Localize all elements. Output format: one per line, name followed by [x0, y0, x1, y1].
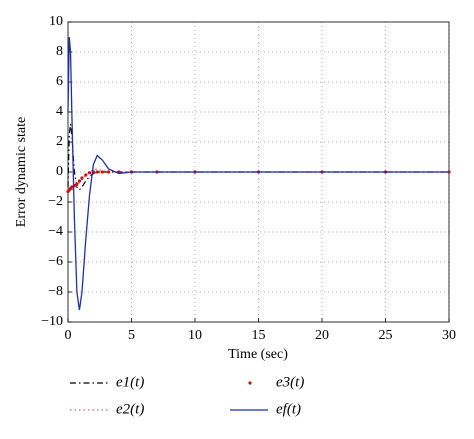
- x-tick-label: 30: [442, 328, 456, 343]
- data-point: [84, 173, 88, 177]
- data-line: [67, 123, 449, 191]
- y-tick-label: −4: [48, 224, 63, 239]
- data-point: [107, 170, 111, 174]
- x-tick-label: 20: [315, 328, 329, 343]
- data-point: [75, 182, 79, 186]
- x-tick-label: 15: [252, 328, 266, 343]
- legend-label: e3(t): [276, 374, 304, 390]
- y-tick-label: 8: [56, 44, 63, 59]
- data-line: [67, 36, 449, 311]
- legend-label: e1(t): [116, 374, 144, 390]
- x-tick-label: 25: [379, 328, 393, 343]
- y-axis-label: Error dynamic state: [14, 117, 29, 227]
- x-tick-label: 5: [128, 328, 135, 343]
- x-tick-label: 10: [188, 328, 202, 343]
- legend-label: e2(t): [116, 401, 144, 417]
- y-tick-label: 0: [56, 164, 63, 179]
- data-point: [80, 176, 84, 180]
- x-axis-label: Time (sec): [228, 347, 288, 362]
- data-point: [100, 170, 104, 174]
- data-point: [70, 185, 74, 189]
- y-tick-label: 4: [56, 104, 63, 119]
- y-tick-label: −6: [48, 254, 63, 269]
- data-point: [77, 179, 82, 183]
- y-tick-label: 2: [56, 134, 63, 149]
- x-tick-label: 0: [65, 328, 72, 343]
- y-tick-label: −2: [48, 194, 63, 209]
- y-tick-label: −10: [41, 314, 63, 329]
- data-point: [87, 171, 92, 175]
- y-tick-label: −8: [48, 284, 63, 299]
- y-tick-label: 6: [56, 74, 63, 89]
- data-point: [95, 170, 99, 174]
- y-tick-label: 10: [49, 14, 63, 29]
- legend-marker: [248, 381, 252, 385]
- legend-label: ef(t): [276, 401, 301, 417]
